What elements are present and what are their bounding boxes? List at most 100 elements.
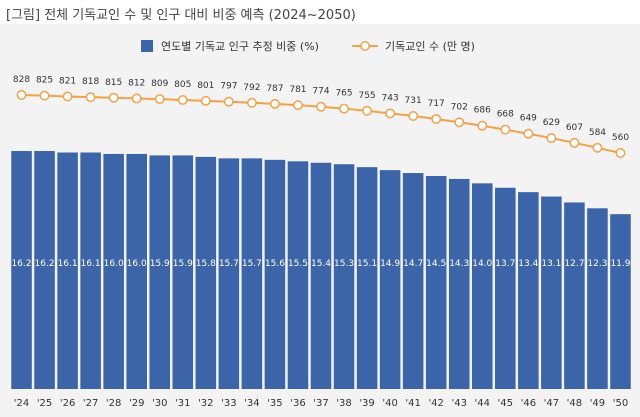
count-value-label-6: 809 bbox=[151, 79, 168, 89]
bar-value-label-16: 14.9 bbox=[380, 259, 400, 269]
count-marker-23 bbox=[546, 133, 557, 144]
bar-value-label-21: 13.7 bbox=[495, 259, 515, 269]
count-value-label-0: 828 bbox=[13, 75, 30, 85]
legend-line-label: 기독교인 수 (만 명) bbox=[385, 40, 475, 53]
count-marker-19 bbox=[454, 117, 465, 128]
bar-3 bbox=[80, 152, 101, 389]
count-marker-3 bbox=[85, 92, 96, 103]
count-value-label-5: 812 bbox=[128, 78, 145, 88]
x-tick-label-9: '33 bbox=[221, 398, 236, 409]
legend-bar-swatch bbox=[141, 40, 153, 52]
bar-value-label-24: 12.7 bbox=[564, 259, 584, 269]
bar-value-label-13: 15.4 bbox=[311, 259, 331, 269]
x-tick-label-12: '36 bbox=[290, 398, 305, 409]
bar-value-label-19: 14.3 bbox=[449, 259, 469, 269]
bar-value-label-23: 13.1 bbox=[541, 259, 561, 269]
bar-22 bbox=[518, 192, 539, 389]
legend: 연도별 기독교 인구 추정 비중 (%) 기독교인 수 (만 명) bbox=[141, 40, 475, 53]
bar-value-label-12: 15.5 bbox=[288, 259, 308, 269]
x-tick-label-1: '25 bbox=[37, 398, 52, 409]
count-value-label-8: 801 bbox=[197, 81, 214, 91]
bar-26 bbox=[610, 214, 631, 389]
bar-15 bbox=[356, 167, 378, 389]
count-value-label-11: 787 bbox=[266, 84, 283, 94]
count-value-label-14: 765 bbox=[335, 89, 352, 99]
bar-value-label-1: 16.2 bbox=[35, 259, 55, 269]
x-tick-label-0: '24 bbox=[14, 398, 29, 409]
count-value-label-9: 797 bbox=[220, 82, 237, 92]
x-tick-label-24: '48 bbox=[567, 398, 582, 409]
chart-area: 연도별 기독교 인구 추정 비중 (%) 기독교인 수 (만 명) 16.2 82… bbox=[0, 24, 640, 417]
x-tick-label-20: '44 bbox=[475, 398, 490, 409]
count-value-label-22: 649 bbox=[520, 114, 537, 124]
count-marker-11 bbox=[269, 98, 280, 109]
bar-5 bbox=[126, 153, 147, 389]
x-tick-label-10: '34 bbox=[244, 398, 259, 409]
x-tick-label-14: '38 bbox=[336, 398, 351, 409]
bar-value-label-4: 16.0 bbox=[104, 259, 124, 269]
count-marker-26 bbox=[615, 148, 626, 158]
bar-value-label-11: 15.6 bbox=[265, 259, 285, 269]
count-value-label-10: 792 bbox=[243, 83, 260, 93]
count-value-label-19: 702 bbox=[451, 102, 468, 112]
bar-12 bbox=[287, 161, 309, 389]
combo-chart: 연도별 기독교 인구 추정 비중 (%) 기독교인 수 (만 명) 16.2 82… bbox=[11, 40, 631, 409]
bar-19 bbox=[448, 178, 470, 389]
count-marker-20 bbox=[477, 120, 488, 131]
bar-0 bbox=[11, 151, 32, 389]
count-marker-16 bbox=[385, 108, 396, 119]
bar-1 bbox=[34, 151, 55, 389]
count-marker-5 bbox=[131, 93, 142, 104]
bar-23 bbox=[541, 196, 562, 389]
bar-value-label-7: 15.9 bbox=[173, 259, 193, 269]
count-marker-22 bbox=[523, 128, 534, 139]
count-value-label-3: 818 bbox=[82, 77, 99, 87]
count-value-label-18: 717 bbox=[428, 99, 445, 109]
count-value-label-12: 781 bbox=[289, 85, 306, 95]
bar-value-label-18: 14.5 bbox=[426, 259, 446, 269]
x-tick-label-3: '27 bbox=[83, 398, 98, 409]
x-tick-label-6: '30 bbox=[152, 398, 167, 409]
count-marker-0 bbox=[16, 90, 27, 100]
count-marker-12 bbox=[293, 100, 303, 111]
count-marker-9 bbox=[223, 96, 234, 107]
count-value-label-24: 607 bbox=[566, 123, 583, 133]
chart-title: [그림] 전체 기독교인 수 및 인구 대비 비중 예측 (2024~2050) bbox=[6, 8, 356, 23]
bar-value-label-15: 15.1 bbox=[357, 259, 377, 269]
bar-value-label-14: 15.3 bbox=[334, 259, 354, 269]
x-tick-label-16: '40 bbox=[382, 398, 397, 409]
bar-value-label-22: 13.4 bbox=[518, 259, 538, 269]
bar-6 bbox=[149, 155, 171, 389]
count-marker-17 bbox=[408, 111, 419, 121]
bar-value-label-9: 15.7 bbox=[219, 259, 239, 269]
bar-value-label-17: 14.7 bbox=[403, 259, 423, 269]
count-marker-7 bbox=[177, 95, 188, 105]
bar-2 bbox=[57, 152, 78, 389]
bar-9 bbox=[218, 158, 240, 389]
count-marker-25 bbox=[592, 142, 603, 153]
count-marker-21 bbox=[500, 124, 511, 135]
x-tick-label-7: '31 bbox=[175, 398, 190, 409]
bar-16 bbox=[379, 170, 401, 389]
bar-8 bbox=[195, 156, 217, 389]
bar-13 bbox=[310, 162, 332, 389]
count-marker-14 bbox=[339, 103, 349, 114]
bar-21 bbox=[495, 187, 516, 389]
count-marker-4 bbox=[108, 92, 119, 103]
count-value-label-17: 731 bbox=[405, 96, 422, 106]
count-marker-1 bbox=[39, 90, 50, 101]
bar-25 bbox=[587, 208, 608, 389]
count-marker-8 bbox=[200, 95, 211, 106]
bar-11 bbox=[264, 159, 286, 389]
bar-value-label-26: 11.9 bbox=[610, 259, 630, 269]
x-tick-label-22: '46 bbox=[521, 398, 536, 409]
bar-value-label-5: 16.0 bbox=[127, 259, 147, 269]
count-value-label-13: 774 bbox=[312, 87, 329, 97]
x-tick-label-13: '37 bbox=[313, 398, 328, 409]
x-tick-label-17: '41 bbox=[405, 398, 420, 409]
x-tick-label-25: '49 bbox=[590, 398, 605, 409]
count-marker-13 bbox=[316, 101, 326, 112]
x-tick-label-19: '43 bbox=[451, 398, 466, 409]
legend-bar-label: 연도별 기독교 인구 추정 비중 (%) bbox=[161, 40, 319, 53]
bar-17 bbox=[402, 173, 424, 389]
